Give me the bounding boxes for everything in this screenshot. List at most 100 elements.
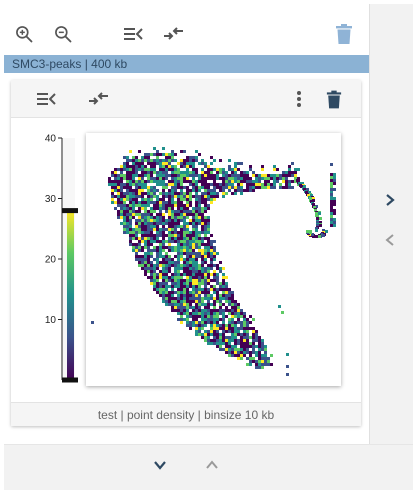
heatmap-cell <box>177 303 180 306</box>
heatmap-cell <box>150 153 153 156</box>
card-delete-button[interactable] <box>323 86 345 112</box>
heatmap-cell <box>234 177 237 180</box>
heatmap-cell <box>153 249 156 252</box>
heatmap-cell <box>150 267 153 270</box>
delete-all-button[interactable] <box>332 22 356 46</box>
heatmap-cell <box>177 261 180 264</box>
heatmap-cell <box>117 186 120 189</box>
heatmap-cell <box>240 312 243 315</box>
heatmap-cell <box>204 210 207 213</box>
heatmap-cell <box>189 321 192 324</box>
heatmap-cell <box>252 183 255 186</box>
heatmap-cell <box>267 177 270 180</box>
merge-button[interactable] <box>160 22 186 46</box>
heatmap-cell <box>192 234 195 237</box>
next-button[interactable] <box>380 190 400 210</box>
heatmap-cell <box>144 210 147 213</box>
heatmap-cell <box>135 225 138 228</box>
heatmap-cell <box>159 273 162 276</box>
heatmap-cell <box>156 195 159 198</box>
heatmap-cell <box>286 353 289 356</box>
heatmap-cell <box>216 327 219 330</box>
heatmap-cell <box>138 201 141 204</box>
heatmap-cell <box>198 264 201 267</box>
heatmap-cell <box>153 282 156 285</box>
heatmap-cell <box>114 189 117 192</box>
heatmap-cell <box>252 342 255 345</box>
heatmap-cell <box>153 276 156 279</box>
heatmap-cell <box>189 192 192 195</box>
heatmap-cell <box>138 255 141 258</box>
heatmap-cell <box>246 333 249 336</box>
heatmap-cell <box>288 165 291 168</box>
heatmap-cell <box>162 300 165 303</box>
card-menu-button[interactable] <box>288 86 310 112</box>
colorbar-max-handle[interactable] <box>62 208 78 214</box>
heatmap-cell <box>228 165 231 168</box>
heatmap-cell <box>168 264 171 267</box>
heatmap-cell <box>162 246 165 249</box>
heatmap-cell <box>198 285 201 288</box>
colorbar-min-handle[interactable] <box>62 377 78 383</box>
card-collapse-button[interactable] <box>33 86 59 112</box>
heatmap-cell <box>222 294 225 297</box>
heatmap-cell <box>228 339 231 342</box>
card-toolbar <box>11 80 361 118</box>
heatmap-cell <box>180 276 183 279</box>
heatmap-cell <box>219 168 222 171</box>
heatmap-cell <box>258 342 261 345</box>
heatmap-cell <box>183 225 186 228</box>
heatmap-cell <box>192 261 195 264</box>
heatmap-cell <box>267 357 270 360</box>
heatmap-cell <box>141 219 144 222</box>
heatmap-cell <box>204 165 207 168</box>
heatmap-cell <box>132 216 135 219</box>
heatmap-cell <box>189 231 192 234</box>
colorbar-tick-label: 40 <box>45 134 57 145</box>
heatmap-cell <box>120 174 123 177</box>
collapse-button[interactable] <box>120 22 146 46</box>
heatmap-cell <box>186 273 189 276</box>
heatmap-cell <box>141 159 144 162</box>
heatmap-cell <box>111 189 114 192</box>
heatmap-cell <box>144 228 147 231</box>
heatmap-cell <box>165 207 168 210</box>
scroll-up-button[interactable] <box>202 455 222 475</box>
heatmap-cell <box>171 291 174 294</box>
heatmap-cell <box>198 270 201 273</box>
heatmap-cell <box>210 246 213 249</box>
heatmap-cell <box>174 273 177 276</box>
heatmap-cell <box>168 228 171 231</box>
heatmap-cell <box>270 354 273 357</box>
heatmap-cell <box>255 333 258 336</box>
heatmap-cell <box>285 180 288 183</box>
heatmap-cell <box>258 336 261 339</box>
heatmap-cell <box>117 180 120 183</box>
heatmap-cell <box>210 312 213 315</box>
heatmap-cell <box>201 327 204 330</box>
heatmap-cell <box>129 204 132 207</box>
heatmap-cell <box>237 333 240 336</box>
heatmap-cell <box>237 354 240 357</box>
heatmap-cell <box>150 222 153 225</box>
heatmap-canvas[interactable] <box>86 133 341 386</box>
heatmap-cell <box>132 201 135 204</box>
heatmap-cell <box>288 171 291 174</box>
card-merge-button[interactable] <box>85 86 111 112</box>
heatmap-cell <box>186 180 189 183</box>
heatmap-cell <box>165 153 168 156</box>
heatmap-cell <box>246 180 249 183</box>
heatmap-cell <box>180 300 183 303</box>
heatmap-cell <box>192 159 195 162</box>
heatmap-cell <box>189 252 192 255</box>
zoom-in-button[interactable] <box>12 22 36 46</box>
scroll-down-button[interactable] <box>150 455 170 475</box>
heatmap-cell <box>216 267 219 270</box>
heatmap-cell <box>114 174 117 177</box>
heatmap-cell <box>132 189 135 192</box>
heatmap-cell <box>171 186 174 189</box>
prev-button[interactable] <box>380 230 400 250</box>
heatmap-cell <box>186 234 189 237</box>
zoom-out-button[interactable] <box>51 22 75 46</box>
